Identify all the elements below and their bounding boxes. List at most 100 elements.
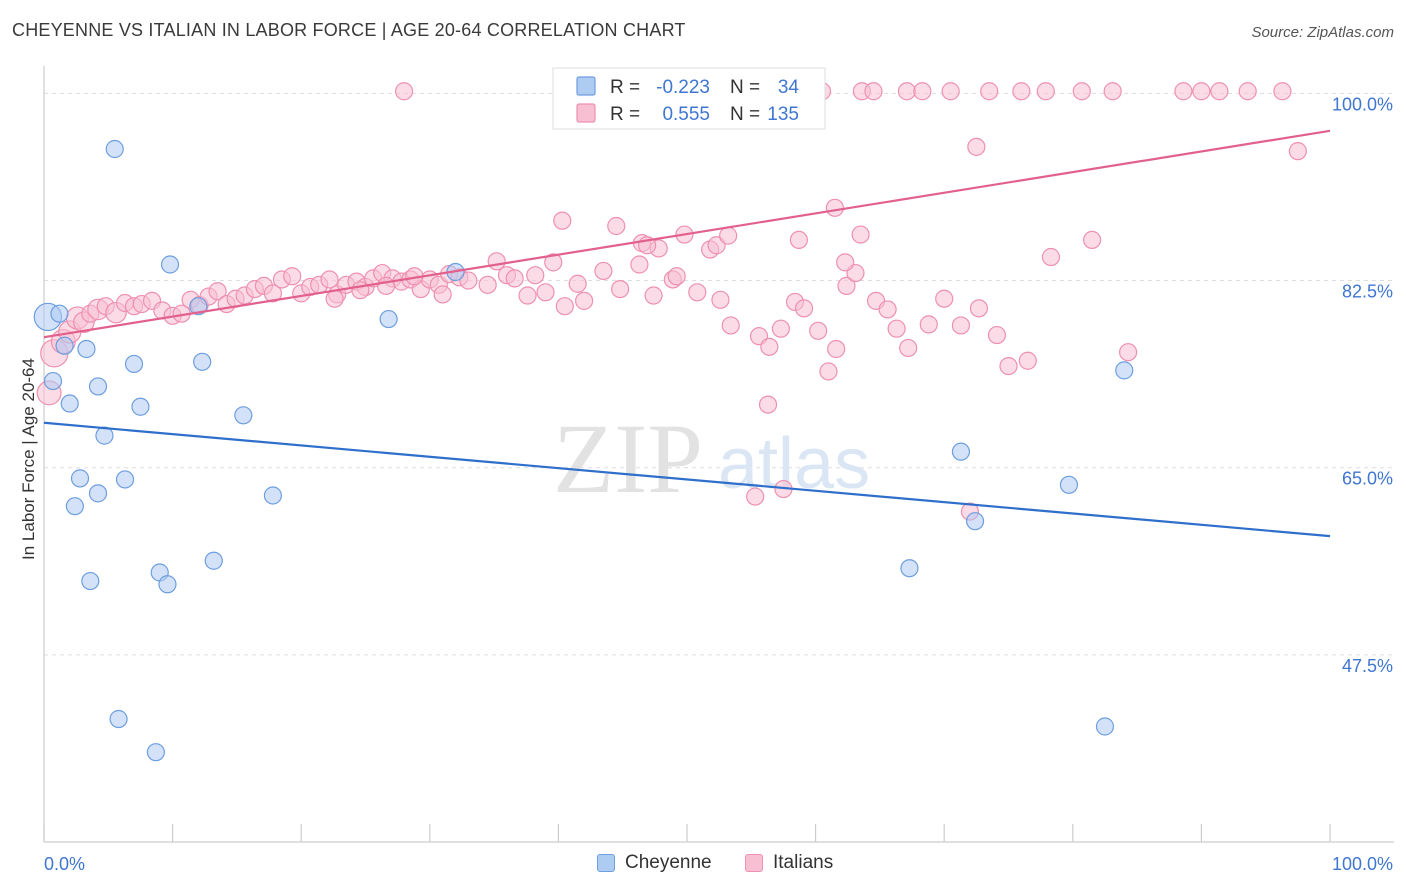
italians-point	[919, 315, 938, 334]
italians-point	[941, 82, 960, 101]
italians-point	[789, 230, 808, 250]
series-cheyenne	[33, 139, 1134, 762]
italians-point	[999, 356, 1018, 376]
cheyenne-point	[77, 339, 96, 359]
cheyenne-point	[55, 336, 74, 355]
italians-point	[1174, 82, 1193, 101]
italians-point	[518, 286, 537, 305]
cheyenne-point	[115, 470, 135, 489]
cheyenne-swatch-icon	[597, 854, 615, 872]
legend-n-label: N =	[730, 104, 760, 125]
italians-trend-line	[43, 129, 1331, 339]
italians-point	[376, 276, 396, 295]
italians-point	[568, 274, 587, 293]
cheyenne-point	[70, 469, 90, 488]
italians-point	[1288, 142, 1307, 161]
cheyenne-trend-line	[43, 421, 1331, 538]
cheyenne-point	[158, 575, 177, 594]
italians-point	[980, 82, 999, 101]
legend-r-label: R =	[610, 77, 640, 98]
legend-r-value: 0.555	[662, 104, 710, 125]
italians-point	[746, 487, 765, 506]
cheyenne-point	[900, 559, 919, 578]
cheyenne-point	[109, 709, 128, 729]
italians-point	[825, 198, 844, 217]
italians-point	[1192, 82, 1211, 101]
cheyenne-point	[193, 352, 212, 371]
y-tick-label: 65.0%	[1342, 469, 1393, 489]
italians-point	[1210, 82, 1229, 101]
italians-point	[575, 291, 594, 310]
italians-point	[760, 337, 779, 356]
legend-n-label: N =	[730, 77, 760, 98]
cheyenne-point	[965, 512, 985, 531]
italians-point	[433, 285, 452, 304]
watermark-atlas: atlas	[718, 424, 870, 504]
bottom-legend: Cheyenne Italians	[0, 852, 1406, 878]
italians-point	[1036, 82, 1055, 101]
italians-point	[809, 321, 828, 340]
italians-point	[913, 82, 932, 101]
italians-point	[887, 319, 906, 338]
cheyenne-point	[1095, 717, 1115, 736]
trend-layer	[43, 129, 1331, 538]
legend-label-cheyenne: Cheyenne	[625, 852, 712, 873]
cheyenne-point	[263, 486, 283, 505]
legend-n-value: 34	[778, 77, 800, 98]
x-tick-labels: 0.0% 100.0%	[44, 854, 1393, 874]
cheyenne-point	[65, 497, 84, 516]
italians-point	[1273, 82, 1292, 101]
italians-point	[1238, 82, 1257, 101]
italians-swatch-icon	[745, 854, 763, 872]
italians-point	[325, 289, 344, 308]
italians-point	[526, 266, 545, 285]
italians-point	[553, 211, 572, 230]
grid-layer	[44, 92, 1394, 656]
cheyenne-point	[146, 743, 165, 762]
x-tick-label: 0.0%	[44, 854, 85, 874]
italians-point	[711, 290, 730, 309]
italians-point	[607, 216, 626, 236]
cheyenne-point	[43, 371, 63, 391]
italians-point	[851, 225, 870, 244]
italians-point	[758, 395, 778, 414]
y-tick-labels: 47.5% 65.0% 82.5% 100.0%	[1332, 94, 1393, 675]
cheyenne-point	[951, 442, 971, 461]
italians-point	[459, 271, 478, 290]
italians-point	[951, 316, 971, 335]
italians-point	[878, 300, 897, 319]
cheyenne-point	[60, 394, 79, 413]
italians-point	[1012, 82, 1031, 101]
italians-point	[478, 275, 497, 294]
legend-r-value: -0.223	[656, 77, 710, 98]
cheyenne-point	[204, 551, 223, 570]
italians-point	[1082, 230, 1102, 250]
italians-point	[1041, 247, 1061, 267]
italians-point	[899, 338, 918, 358]
italians-point	[505, 269, 524, 288]
cheyenne-point	[81, 571, 100, 591]
italians-point	[1072, 82, 1091, 101]
x-tick-label: 100.0%	[1332, 854, 1393, 874]
italians-point	[794, 299, 814, 318]
cheyenne-point	[234, 406, 253, 425]
italians-point	[630, 255, 649, 274]
italians-point	[827, 339, 846, 359]
cheyenne-point	[105, 139, 124, 159]
cheyenne-point	[88, 377, 108, 396]
cheyenne-point	[124, 354, 144, 374]
legend-item-italians: Italians	[745, 852, 833, 874]
italians-point	[320, 270, 339, 289]
legend-item-cheyenne: Cheyenne	[597, 852, 712, 874]
italians-point	[819, 362, 838, 381]
italians-point	[897, 82, 917, 101]
italians-point	[836, 253, 855, 272]
italians-point	[771, 319, 790, 338]
legend-box: R = -0.223 N = 34 R = 0.555 N = 135	[552, 67, 826, 130]
y-axis-label: In Labor Force | Age 20-64	[19, 358, 38, 560]
cheyenne-point	[88, 484, 108, 503]
cheyenne-point	[189, 297, 208, 316]
italians-point	[555, 297, 574, 316]
legend-swatch-icon	[576, 76, 596, 96]
